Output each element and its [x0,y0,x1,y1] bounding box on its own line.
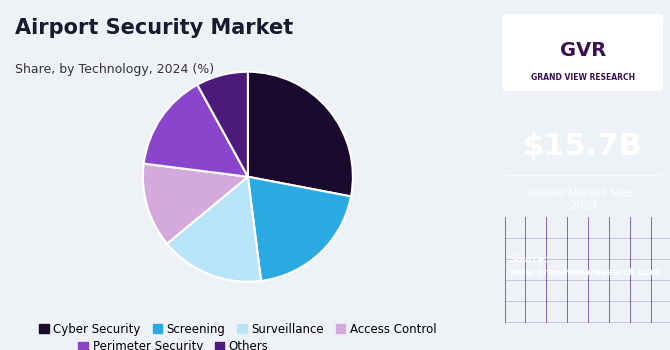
Wedge shape [198,72,248,177]
Text: $15.7B: $15.7B [523,133,643,161]
Text: Global Market Size,
2024: Global Market Size, 2024 [529,188,636,211]
Wedge shape [167,177,261,282]
Wedge shape [248,72,353,196]
Wedge shape [143,163,248,244]
Wedge shape [248,177,351,281]
Text: Airport Security Market: Airport Security Market [15,18,293,37]
Text: Share, by Technology, 2024 (%): Share, by Technology, 2024 (%) [15,63,214,76]
Legend: Perimeter Security, Others: Perimeter Security, Others [74,336,273,350]
FancyBboxPatch shape [502,14,663,91]
Wedge shape [144,85,248,177]
Text: GRAND VIEW RESEARCH: GRAND VIEW RESEARCH [531,72,635,82]
Text: GVR: GVR [559,41,606,60]
Text: Source:
www.grandviewresearch.com: Source: www.grandviewresearch.com [510,255,660,277]
